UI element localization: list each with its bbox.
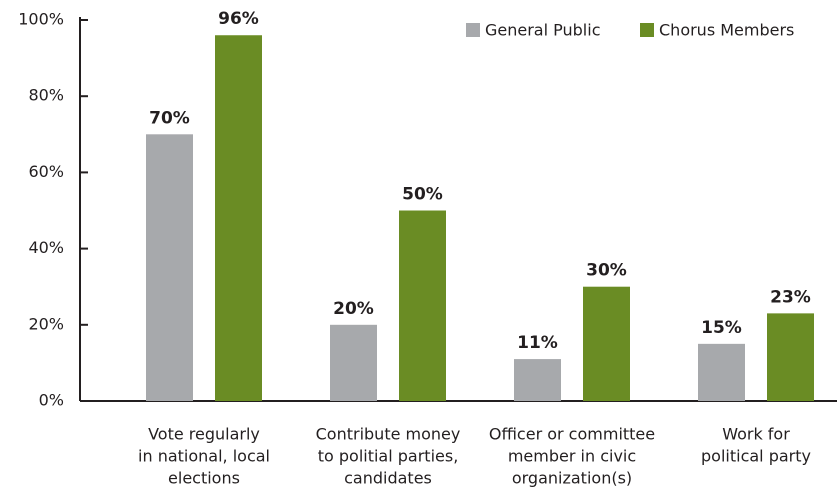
x-tick-label: political party [701, 447, 811, 466]
value-label: 70% [149, 108, 190, 128]
value-label: 15% [701, 318, 742, 338]
x-tick-label: candidates [344, 469, 432, 488]
y-tick-label: 0% [39, 391, 64, 410]
legend-label: Chorus Members [659, 21, 794, 40]
bar [583, 286, 630, 401]
y-tick-label: 40% [28, 238, 64, 257]
x-tick-label: Vote regularly [148, 425, 260, 444]
x-tick-label: organization(s) [512, 469, 632, 488]
bar [399, 210, 446, 401]
x-tick-label: member in civic [508, 447, 636, 466]
bar [146, 134, 193, 402]
y-tick-label: 60% [28, 162, 64, 181]
bar [698, 343, 745, 401]
x-tick-label: elections [168, 469, 240, 488]
y-tick-label: 20% [28, 314, 64, 333]
legend-label: General Public [485, 21, 601, 40]
x-tick-label: Contribute money [316, 425, 461, 444]
legend-swatch [466, 23, 480, 37]
legend-swatch [640, 23, 654, 37]
x-tick-label: to politial parties, [318, 447, 459, 466]
value-label: 11% [517, 333, 558, 353]
value-label: 23% [770, 287, 811, 307]
y-tick-label: 80% [28, 86, 64, 105]
x-tick-label: Work for [722, 425, 790, 444]
value-label: 30% [586, 261, 627, 281]
bar [215, 35, 262, 402]
value-label: 20% [333, 299, 374, 319]
bar [767, 313, 814, 401]
value-label: 96% [218, 9, 259, 29]
bar [514, 359, 561, 401]
x-tick-label: in national, local [138, 447, 270, 466]
y-tick-label: 100% [18, 10, 64, 29]
value-label: 50% [402, 185, 443, 205]
bar [330, 324, 377, 401]
x-tick-label: Officer or committee [489, 425, 655, 444]
